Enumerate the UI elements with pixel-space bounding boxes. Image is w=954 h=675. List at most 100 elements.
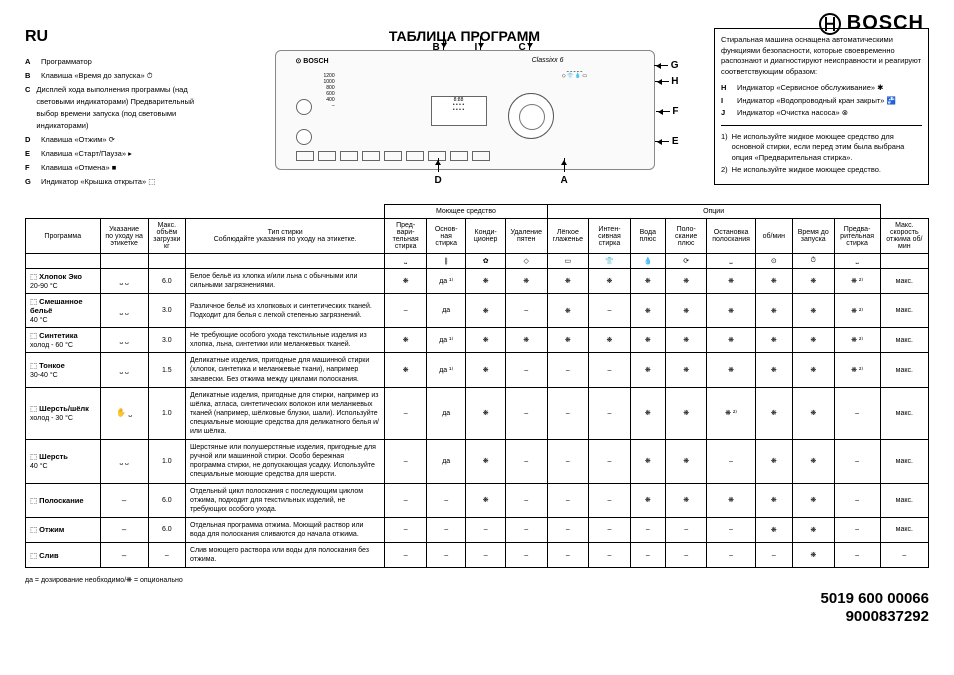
cell: ❋ [505,328,547,353]
table-row: ⬚ Шерсть/шёлкхолод - 30 °C✋ ⎵1.0Деликатн… [26,387,929,439]
column-icon: ✿ [466,254,505,269]
cell: ❋ [589,269,631,294]
program-name: ⬚ Отжим [26,517,101,542]
cell: ❋ [792,269,834,294]
description: Шерстяные или полушерстяные изделия, при… [185,440,384,483]
column-header: Остановка полоскания [707,219,755,254]
cell: – [505,542,547,567]
safety-indicator-row: IИндикатор «Водопроводный кран закрыт» 🚰 [721,96,922,107]
cell: ❋ [505,269,547,294]
cell: да ¹⁾ [426,328,465,353]
legend-row: CДисплей хода выполнения программы (над … [25,84,215,132]
cell: – [505,387,547,439]
column-header: Время до запуска [792,219,834,254]
cell: ❋ [792,387,834,439]
description: Деликатные изделия, пригодные для стирки… [185,387,384,439]
cell: ❋ [630,440,665,483]
max-load: 1.0 [148,387,185,439]
callout-g: G [654,60,679,71]
lang-label: RU [25,28,215,46]
cell: – [426,483,465,517]
column-header: Программа [26,219,101,254]
cell: – [707,542,755,567]
logo-icon [819,13,841,35]
cell: – [466,542,505,567]
cell: ❋ [630,294,665,328]
cell: – [707,517,755,542]
legend-row: DКлавиша «Отжим» ⟳ [25,134,215,146]
cell: – [834,440,880,483]
description: Отдельная программа отжима. Моющий раств… [185,517,384,542]
cell: макс. [880,517,928,542]
column-icon [26,254,101,269]
table-row: ⬚ Полоскание–6.0Отдельный цикл полоскани… [26,483,929,517]
column-icon: ⊙ [755,254,792,269]
column-icon: 👕 [589,254,631,269]
table-row: ⬚ Шерсть40 °C⎵ ⎵1.0Шерстяные или полушер… [26,440,929,483]
cell: – [834,542,880,567]
care-label: ✋ ⎵ [100,387,148,439]
column-header: Удаление пятен [505,219,547,254]
cell: да [426,387,465,439]
cell: ❋ [755,387,792,439]
cell: – [665,542,707,567]
callout-a: A [561,158,568,186]
column-header: Конди­ционер [466,219,505,254]
cell: ❋ [755,440,792,483]
care-label: ⎵ ⎵ [100,328,148,353]
callout-h: H [655,76,679,87]
cell: ❋ [466,387,505,439]
cell: – [755,542,792,567]
cell: ❋ [385,269,427,294]
care-label: – [100,483,148,517]
column-header: Вода плюс [630,219,665,254]
care-label: ⎵ ⎵ [100,353,148,387]
cell: ❋ [630,353,665,387]
description: Слив моющего раствора или воды для полос… [185,542,384,567]
cell: ❋ [665,387,707,439]
column-icon: ◇ [505,254,547,269]
cell: – [547,353,589,387]
cell: – [630,542,665,567]
cell: макс. [880,328,928,353]
cell: ❋ [707,294,755,328]
group-header: Опции [547,205,880,219]
cell: ❋ [466,269,505,294]
column-icon [148,254,185,269]
table-row: ⬚ Хлопок Эко20-90 °C⎵ ⎵6.0Белое бельё из… [26,269,929,294]
cell: – [385,440,427,483]
cell: ❋ [466,294,505,328]
cell: – [589,542,631,567]
cell: ❋ [665,294,707,328]
page-title: ТАБЛИЦА ПРОГРАММ [233,28,696,44]
cell: макс. [880,294,928,328]
cell: ❋ [665,440,707,483]
description: Деликатные изделия, пригодные для машинн… [185,353,384,387]
legend-row: AПрограмматор [25,56,215,68]
brand-logo: BOSCH [819,12,924,35]
cell: ❋ ²⁾ [834,353,880,387]
cell: ❋ [755,353,792,387]
max-load: 1.0 [148,440,185,483]
column-header: Макс. скорость отжима об/мин [880,219,928,254]
safety-intro: Стиральная машина оснащена автоматически… [721,35,922,77]
legend-row: GИндикатор «Крышка открыта» ⬚ [25,176,215,188]
cell: ❋ [385,353,427,387]
brand-name: BOSCH [847,12,924,35]
care-label: – [100,517,148,542]
cell: – [665,517,707,542]
cell: ❋ [792,542,834,567]
column-header: Указание по уходу на этикетке [100,219,148,254]
table-row: ⬚ Смешанное бельё40 °C⎵ ⎵3.0Различное бе… [26,294,929,328]
column-header: Пред­вари­тельная стирка [385,219,427,254]
cell: макс. [880,483,928,517]
legend-row: FКлавиша «Отмена» ■ [25,162,215,174]
program-name: ⬚ Тонкое30-40 °C [26,353,101,387]
cell: – [385,483,427,517]
cell: ❋ [630,328,665,353]
cell: – [589,294,631,328]
cell: – [589,483,631,517]
cell: ❋ [792,440,834,483]
cell: ❋ [630,483,665,517]
callout-c: C [519,36,530,53]
